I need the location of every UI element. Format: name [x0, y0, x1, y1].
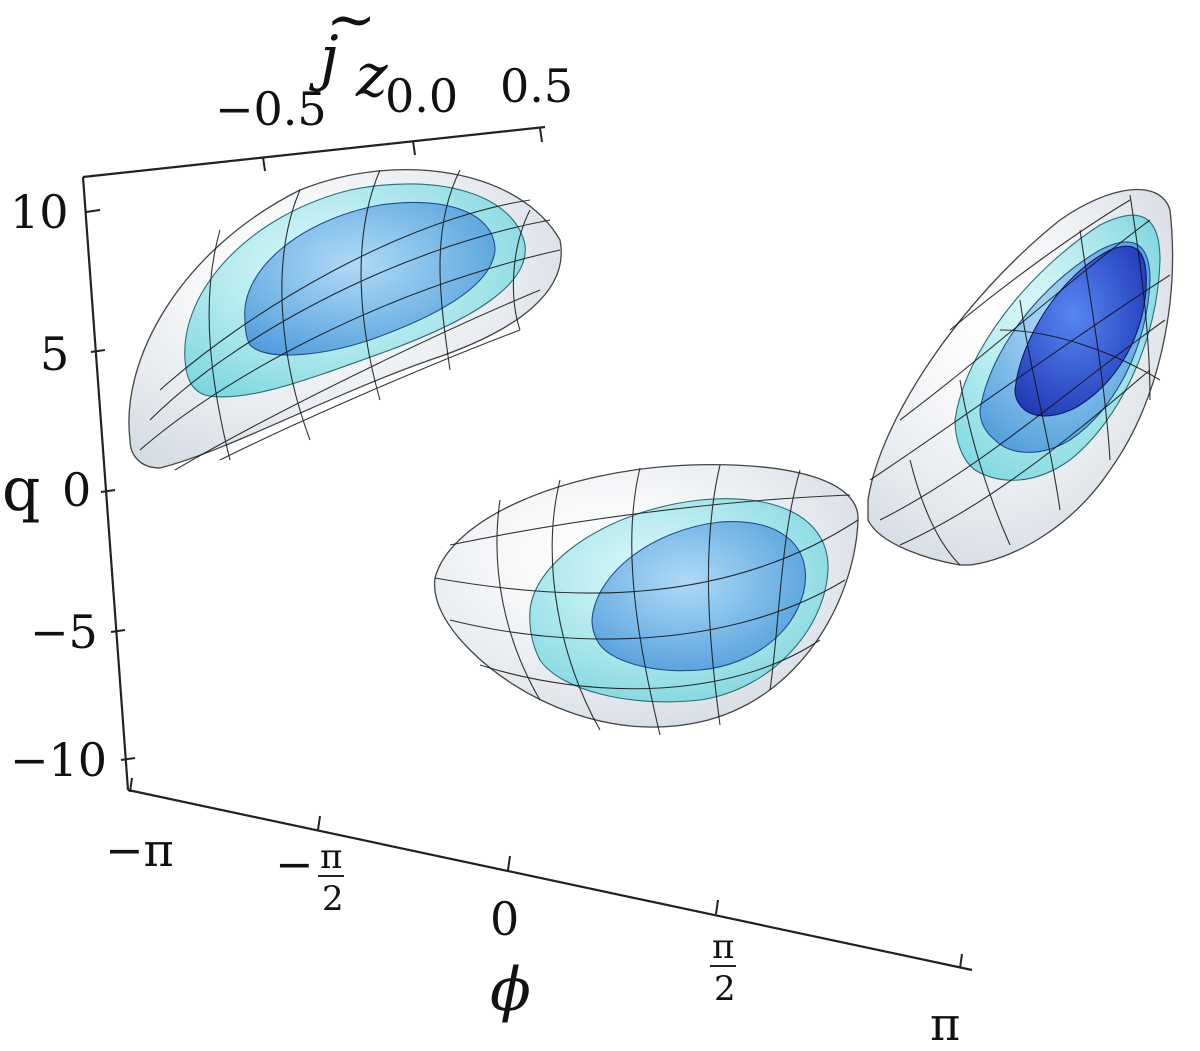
- axis-title-jz-sub: z: [355, 41, 388, 111]
- q-tick-mark: [85, 209, 101, 213]
- q-tick-mark: [100, 489, 116, 493]
- blob-right-core: [1014, 245, 1147, 417]
- phi-tick-mark: [715, 899, 719, 915]
- jz-tick-label: 0.0: [385, 69, 458, 123]
- axis-title-phi: ϕ: [490, 955, 531, 1025]
- q-tick-label: −10: [10, 733, 107, 787]
- q-tick-label: 5: [40, 327, 69, 381]
- blob-right-mesh: [869, 194, 1171, 566]
- phi-tick-mark: [317, 815, 321, 831]
- blob-left-mesh: [139, 169, 561, 471]
- jz-tick-label: −0.5: [215, 82, 327, 136]
- axis-title-jz: j z ~: [309, 0, 388, 111]
- blob-center-mesh: [434, 464, 859, 736]
- blob-left: [128, 168, 562, 471]
- q-tick-label: 10: [10, 185, 69, 239]
- blob-right: [867, 188, 1174, 566]
- q-tick-label: −5: [30, 605, 98, 659]
- jz-tick-mark: [412, 140, 416, 156]
- phi-tick-sign: −: [275, 837, 314, 891]
- phi-tick-denominator: 2: [714, 969, 736, 1009]
- axis-left-q: [81, 176, 130, 791]
- axis-bottom-phi: [127, 788, 973, 972]
- phi-tick-mark: [129, 777, 133, 793]
- phi-tick-label: π: [930, 997, 960, 1051]
- q-tick-mark: [120, 757, 136, 761]
- phi-tick-label: 0: [490, 892, 519, 946]
- phi-tick-mark: [959, 953, 963, 969]
- phi-tick-numerator: π: [320, 837, 342, 877]
- phi-tick-mark: [507, 855, 511, 871]
- phi-tick-denominator: 2: [322, 879, 344, 919]
- phi-tick-label: −π: [105, 823, 174, 877]
- phi-tick-numerator: π: [712, 927, 734, 967]
- axis-title-q: q: [2, 455, 40, 525]
- jz-tick-label: 0.5: [500, 59, 573, 113]
- blob-center: [433, 464, 859, 736]
- axis-title-jz-tilde: ~: [326, 0, 376, 55]
- q-tick-label: 0: [62, 463, 91, 517]
- blob-center-inner: [591, 521, 807, 672]
- q-tick-mark: [90, 349, 106, 353]
- q-tick-mark: [110, 629, 126, 633]
- jz-tick-mark: [262, 156, 266, 172]
- jz-tick-mark: [539, 127, 543, 143]
- axis-top-jz: [82, 125, 546, 179]
- blob-left-inner: [244, 201, 496, 356]
